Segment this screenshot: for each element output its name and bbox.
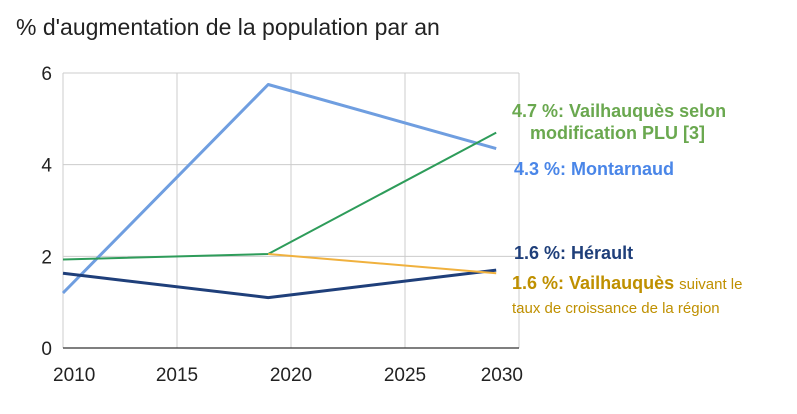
series-lines: [61, 83, 497, 300]
x-tick-label-2020: 2020: [270, 365, 312, 386]
series-line-2: [62, 131, 497, 261]
label-region-value: 1.6 %:: [512, 273, 565, 293]
label-region-rest1: suivant le: [679, 276, 743, 293]
label-region-line2: taux de croissance de la région: [512, 300, 720, 317]
grid: [62, 72, 520, 348]
y-tick-label-6: 6: [41, 64, 52, 85]
label-montarnaud-value: 4.3 %:: [514, 159, 567, 179]
y-tick-label-2: 2: [41, 247, 52, 268]
label-montarnaud-text: Montarnaud: [571, 159, 675, 179]
label-herault-value: 1.6 %:: [514, 243, 567, 263]
label-plu-line1: Vailhauquès selon: [569, 101, 727, 121]
x-tick-label-2015: 2015: [156, 365, 198, 386]
chart-title: % d'augmentation de la population par an: [16, 14, 440, 40]
label-herault: 1.6 %: Hérault: [514, 242, 633, 264]
label-plu-value: 4.7 %:: [512, 101, 565, 121]
label-plu-line2: modification PLU [3]: [530, 123, 705, 143]
series-line-4: [268, 253, 497, 275]
y-tick-label-0: 0: [41, 339, 52, 360]
label-region-bold: Vailhauquès: [569, 273, 675, 293]
series-line-3: [62, 268, 497, 300]
x-tick-label-2025: 2025: [384, 365, 426, 386]
label-vailhauques-region: 1.6 %: Vailhauquès suivant le taux de cr…: [512, 272, 742, 320]
label-vailhauques-plu: 4.7 %: Vailhauquès selon modification PL…: [512, 100, 726, 144]
x-tick-label-2030: 2030: [481, 365, 523, 386]
label-herault-text: Hérault: [571, 243, 634, 263]
tick-labels: 2010 2015 2020 2025 2030 0 2 4 6: [41, 64, 523, 386]
series-line-1: [61, 83, 497, 295]
label-montarnaud: 4.3 %: Montarnaud: [514, 158, 674, 180]
y-tick-label-4: 4: [41, 156, 52, 177]
x-tick-label-2010: 2010: [53, 365, 95, 386]
